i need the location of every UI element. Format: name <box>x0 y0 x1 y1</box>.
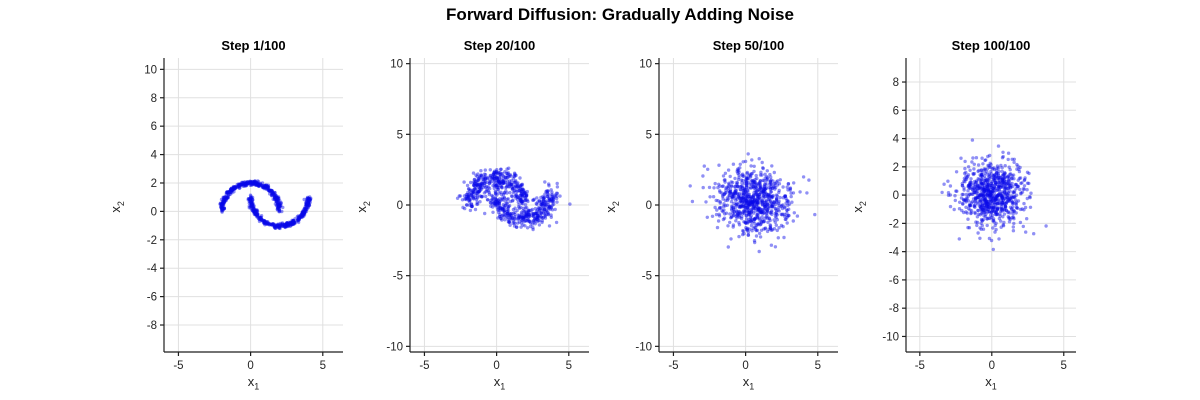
svg-text:0: 0 <box>493 360 499 372</box>
svg-text:10: 10 <box>144 64 157 76</box>
subplot-title: Step 20/100 <box>463 38 536 53</box>
svg-text:6: 6 <box>893 105 899 117</box>
svg-text:8: 8 <box>151 93 157 105</box>
svg-text:0: 0 <box>646 200 652 212</box>
scatter-plot-step-20: -10 -5 0 5 10 -5 0 5 <box>386 58 589 372</box>
subplot-title: Step 1/100 <box>221 38 286 53</box>
subplot-title: Step 50/100 <box>712 38 785 53</box>
gridlines <box>906 58 1076 352</box>
scatter-plot-step-100: -10 -8 -6 -4 -2 0 2 4 6 8 -5 0 5 <box>882 58 1076 372</box>
svg-text:0: 0 <box>893 190 899 202</box>
subplot-step-50: -10 -5 0 5 10 -5 0 5 Step 50/100 x1 x2 <box>595 36 848 398</box>
tick-marks <box>655 63 819 356</box>
y-axis-label: x2 <box>108 201 126 213</box>
svg-text:8: 8 <box>893 77 899 89</box>
svg-text:5: 5 <box>397 129 403 141</box>
svg-text:2: 2 <box>151 178 157 190</box>
svg-text:0: 0 <box>151 206 157 218</box>
subplot-title: Step 100/100 <box>951 38 1031 53</box>
svg-text:0: 0 <box>989 360 995 372</box>
tick-labels: -8 -6 -4 -2 0 2 4 6 8 10 -5 0 5 <box>144 64 326 372</box>
x-axis-label: x1 <box>247 374 260 392</box>
tick-labels: -10 -5 0 5 10 -5 0 5 <box>635 59 821 372</box>
x-axis-label: x1 <box>493 374 506 392</box>
scatter-points <box>455 166 572 232</box>
axes <box>163 58 343 353</box>
scatter-points <box>218 179 313 231</box>
svg-text:-4: -4 <box>147 263 158 275</box>
svg-text:4: 4 <box>893 134 900 146</box>
svg-text:-8: -8 <box>147 320 157 332</box>
svg-text:5: 5 <box>566 360 572 372</box>
svg-text:5: 5 <box>1061 360 1067 372</box>
svg-text:4: 4 <box>151 150 158 162</box>
subplot-step-100: -10 -8 -6 -4 -2 0 2 4 6 8 -5 0 5 Step 100/100 x1 x2 <box>842 36 1086 398</box>
svg-text:-5: -5 <box>915 360 925 372</box>
svg-text:0: 0 <box>397 200 403 212</box>
svg-text:6: 6 <box>151 121 157 133</box>
svg-text:0: 0 <box>247 360 253 372</box>
svg-text:-8: -8 <box>889 303 899 315</box>
gridlines <box>659 58 838 352</box>
gridlines <box>164 58 343 352</box>
subplot-step-1: -8 -6 -4 -2 0 2 4 6 8 10 -5 0 5 Step 1/100 x1 x2 <box>100 36 353 398</box>
svg-text:-5: -5 <box>393 271 403 283</box>
svg-text:-5: -5 <box>419 360 429 372</box>
axes <box>905 58 1076 353</box>
gridlines <box>410 58 589 352</box>
tick-labels: -10 -8 -6 -4 -2 0 2 4 6 8 -5 0 5 <box>882 77 1067 372</box>
y-axis-label: x2 <box>354 201 372 213</box>
svg-text:-10: -10 <box>386 341 403 353</box>
svg-text:5: 5 <box>320 360 326 372</box>
svg-text:-10: -10 <box>635 341 652 353</box>
tick-labels: -10 -5 0 5 10 -5 0 5 <box>386 59 572 372</box>
figure-title: Forward Diffusion: Gradually Adding Nois… <box>446 5 794 24</box>
y-axis-label: x2 <box>603 201 621 213</box>
scatter-points <box>688 152 817 254</box>
subplot-step-20: -10 -5 0 5 10 -5 0 5 Step 20/100 x1 x2 <box>346 36 599 398</box>
x-axis-label: x1 <box>742 374 755 392</box>
svg-text:10: 10 <box>639 59 652 71</box>
svg-text:-6: -6 <box>147 292 157 304</box>
tick-marks <box>902 81 1065 356</box>
svg-text:-6: -6 <box>889 275 899 287</box>
x-axis-label: x1 <box>985 374 997 392</box>
svg-text:-4: -4 <box>889 247 900 259</box>
svg-text:10: 10 <box>390 59 403 71</box>
svg-text:5: 5 <box>815 360 821 372</box>
svg-text:-10: -10 <box>882 331 899 343</box>
svg-text:-5: -5 <box>668 360 678 372</box>
svg-text:5: 5 <box>646 129 652 141</box>
svg-text:2: 2 <box>893 162 899 174</box>
svg-text:-5: -5 <box>173 360 183 372</box>
y-axis-label: x2 <box>850 201 868 213</box>
scatter-plot-step-1: -8 -6 -4 -2 0 2 4 6 8 10 -5 0 5 <box>144 58 343 372</box>
tick-marks <box>160 68 324 356</box>
scatter-plot-step-50: -10 -5 0 5 10 -5 0 5 <box>635 58 838 372</box>
svg-text:-2: -2 <box>147 235 157 247</box>
svg-text:0: 0 <box>742 360 748 372</box>
svg-text:-5: -5 <box>642 271 652 283</box>
scatter-points <box>940 138 1048 252</box>
svg-text:-2: -2 <box>889 218 899 230</box>
tick-marks <box>406 63 570 356</box>
